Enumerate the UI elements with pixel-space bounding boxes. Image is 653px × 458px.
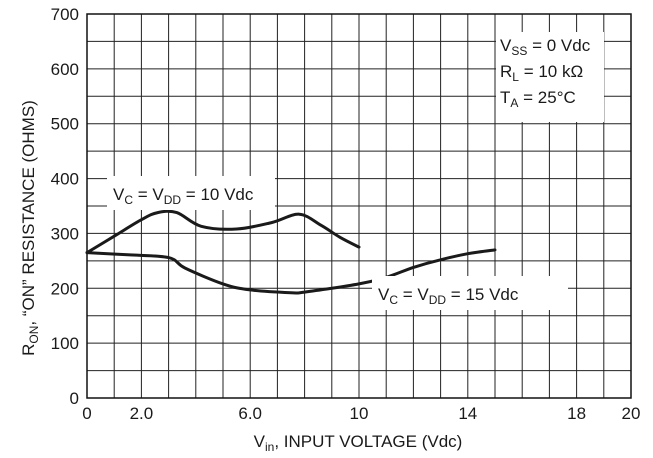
series-line-15vdc: [85, 248, 497, 295]
x-tick-label: 2.0: [130, 404, 154, 423]
x-tick-label: 10: [350, 404, 369, 423]
condition-rl: RL = 10 kΩ: [500, 62, 583, 84]
series-line-10vdc: [85, 209, 361, 255]
series-lines: [85, 209, 497, 295]
series-name-10vdc: VC = VDD = 10 Vdc: [113, 185, 254, 207]
condition-ta: TA = 25°C: [500, 88, 576, 110]
series-label-10vdc: VC = VDD = 10 Vdc: [107, 176, 275, 210]
x-tick-label: 20: [622, 404, 641, 423]
conditions-backdrop: [496, 32, 604, 122]
y-tick-label: 200: [51, 279, 79, 298]
series-label-15vdc: VC = VDD = 15 Vdc: [372, 276, 568, 310]
y-tick-label: 300: [51, 224, 79, 243]
series-label-10vdc-backdrop: [107, 176, 275, 210]
y-tick-label: 500: [51, 115, 79, 134]
series-name-15vdc: VC = VDD = 15 Vdc: [378, 285, 519, 307]
y-axis-label: RON, “ON” RESISTANCE (OHMS): [19, 100, 41, 356]
x-axis-ticks: 0 2.0 6.0 10 14 18 20: [82, 404, 640, 423]
y-tick-label: 100: [51, 334, 79, 353]
y-axis-ticks: 0 100 200 300 400 500 600 700: [51, 5, 79, 408]
x-tick-label: 0: [82, 404, 91, 423]
x-tick-label: 18: [567, 404, 586, 423]
test-conditions: VSS = 0 Vdc RL = 10 kΩ TA = 25°C: [496, 32, 604, 122]
y-tick-label: 400: [51, 170, 79, 189]
x-tick-label: 6.0: [238, 404, 262, 423]
plot-frame: [86, 13, 632, 399]
x-tick-label: 14: [458, 404, 477, 423]
y-tick-label: 700: [51, 5, 79, 24]
y-tick-label: 600: [51, 60, 79, 79]
series-label-15vdc-backdrop: [372, 276, 568, 310]
condition-vss: VSS = 0 Vdc: [500, 36, 591, 58]
x-axis-label: Vin, INPUT VOLTAGE (Vdc): [254, 432, 463, 454]
y-tick-label: 0: [70, 389, 79, 408]
